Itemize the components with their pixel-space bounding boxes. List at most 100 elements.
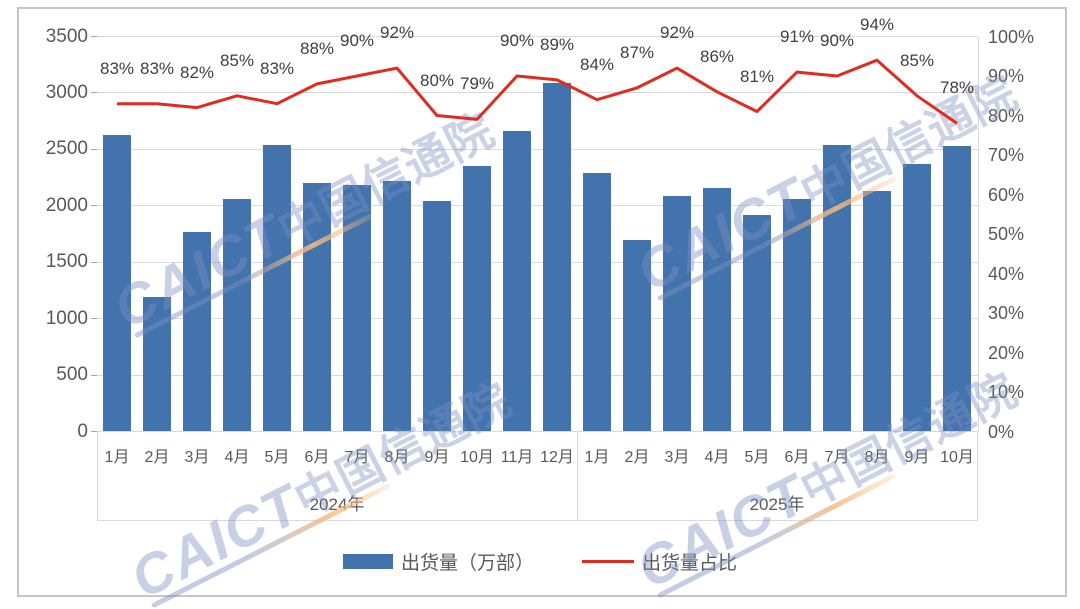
month-label: 7月 xyxy=(344,449,370,466)
shipment-bar xyxy=(943,145,971,432)
left-axis-tick xyxy=(91,431,97,432)
left-axis-label: 0 xyxy=(77,420,88,442)
year-label-2024: 2024年 xyxy=(309,495,365,514)
gridline xyxy=(97,261,978,263)
shipment-bar xyxy=(223,199,251,432)
left-axis-label: 3500 xyxy=(45,25,88,47)
gridline xyxy=(97,374,978,376)
shipment-bar xyxy=(303,183,331,432)
month-label: 4月 xyxy=(224,449,250,466)
month-label: 7月 xyxy=(824,449,850,466)
left-axis-tick xyxy=(91,261,97,263)
legend-label-shipments: 出货量（万部） xyxy=(400,552,534,574)
shipment-bar xyxy=(903,164,931,432)
shipment-bar xyxy=(143,297,171,432)
ratio-data-label: 92% xyxy=(659,23,695,43)
shipment-bar xyxy=(343,185,371,432)
month-label: 3月 xyxy=(664,449,690,466)
year-group-separator xyxy=(577,431,578,521)
ratio-data-label: 81% xyxy=(739,66,775,86)
left-axis-tick xyxy=(91,92,97,94)
left-axis-tick xyxy=(91,148,97,150)
right-axis-label: 50% xyxy=(988,224,1025,244)
left-axis-tick xyxy=(91,205,97,207)
right-axis-label: 20% xyxy=(988,342,1025,363)
month-label: 11月 xyxy=(500,449,534,466)
shipment-bar xyxy=(183,231,211,432)
shipment-bar xyxy=(743,214,771,432)
right-axis-label: 10% xyxy=(988,382,1025,402)
ratio-data-label: 87% xyxy=(619,42,655,62)
ratio-data-label: 94% xyxy=(859,15,895,35)
shipment-bar xyxy=(783,199,811,432)
legend-item-shipments: 出货量（万部） xyxy=(342,548,534,575)
left-axis-label: 2500 xyxy=(45,138,88,160)
right-axis-label: 60% xyxy=(988,184,1025,205)
gridline xyxy=(97,205,978,207)
shipment-bar xyxy=(423,201,451,432)
ratio-data-label: 90% xyxy=(499,31,535,50)
left-axis-tick xyxy=(91,36,97,37)
ratio-data-label: 90% xyxy=(339,31,375,50)
left-axis-tick xyxy=(91,374,97,376)
right-axis-label: 40% xyxy=(988,263,1025,284)
month-label: 8月 xyxy=(864,449,890,466)
month-label: 8月 xyxy=(384,449,410,466)
left-axis-label: 1500 xyxy=(45,251,88,273)
left-axis-tick xyxy=(91,318,97,320)
ratio-data-label: 90% xyxy=(819,31,855,50)
month-label: 3月 xyxy=(184,449,210,466)
month-label: 1月 xyxy=(584,449,610,466)
shipment-bar xyxy=(383,180,411,432)
month-label: 6月 xyxy=(304,449,330,466)
month-label: 10月 xyxy=(940,449,974,466)
shipment-bar xyxy=(823,144,851,432)
ratio-data-label: 89% xyxy=(539,34,575,54)
gridline xyxy=(97,92,978,94)
category-axis-box xyxy=(97,431,978,521)
shipment-bar xyxy=(703,187,731,432)
ratio-data-label: 88% xyxy=(299,38,335,58)
month-label: 6月 xyxy=(784,449,810,466)
shipment-bar xyxy=(583,173,611,432)
left-axis-label: 2000 xyxy=(45,194,88,216)
month-label: 2月 xyxy=(144,449,170,466)
ratio-data-label: 91% xyxy=(779,27,815,47)
gridline xyxy=(97,318,978,320)
month-label: 10月 xyxy=(460,449,494,466)
gridline xyxy=(97,148,978,150)
year-label-2025: 2025年 xyxy=(749,495,805,514)
month-label: 1月 xyxy=(104,449,130,466)
legend-bar-swatch xyxy=(342,553,393,569)
gridline xyxy=(97,36,978,37)
ratio-data-label: 79% xyxy=(459,74,495,94)
shipment-bar xyxy=(103,134,131,432)
left-axis-label: 500 xyxy=(56,364,88,386)
right-axis-line xyxy=(978,36,979,432)
right-axis-label: 90% xyxy=(988,66,1025,86)
legend-label-ratio: 出货量占比 xyxy=(642,552,738,574)
right-axis-label: 0% xyxy=(988,421,1015,442)
ratio-data-label: 92% xyxy=(379,23,415,43)
month-label: 9月 xyxy=(904,449,930,466)
ratio-data-label: 78% xyxy=(939,78,975,98)
month-label: 9月 xyxy=(424,449,450,466)
right-axis-label: 30% xyxy=(988,303,1025,323)
legend: 出货量（万部） 出货量占比 xyxy=(0,546,1080,576)
left-axis-label: 3000 xyxy=(45,81,88,103)
left-axis-label: 1000 xyxy=(45,307,88,329)
month-label: 5月 xyxy=(264,449,290,466)
right-axis-label: 80% xyxy=(988,105,1025,126)
ratio-data-label: 83% xyxy=(259,58,295,78)
shipment-bar xyxy=(663,195,691,432)
month-label: 12月 xyxy=(540,449,574,466)
month-label: 5月 xyxy=(744,449,770,466)
shipment-bar xyxy=(263,144,291,432)
shipment-bar xyxy=(503,131,531,432)
ratio-data-label: 86% xyxy=(699,46,735,66)
right-axis-label: 70% xyxy=(988,145,1025,165)
month-label: 2月 xyxy=(624,449,650,466)
shipment-bar xyxy=(863,191,891,432)
legend-item-ratio: 出货量占比 xyxy=(582,548,737,575)
